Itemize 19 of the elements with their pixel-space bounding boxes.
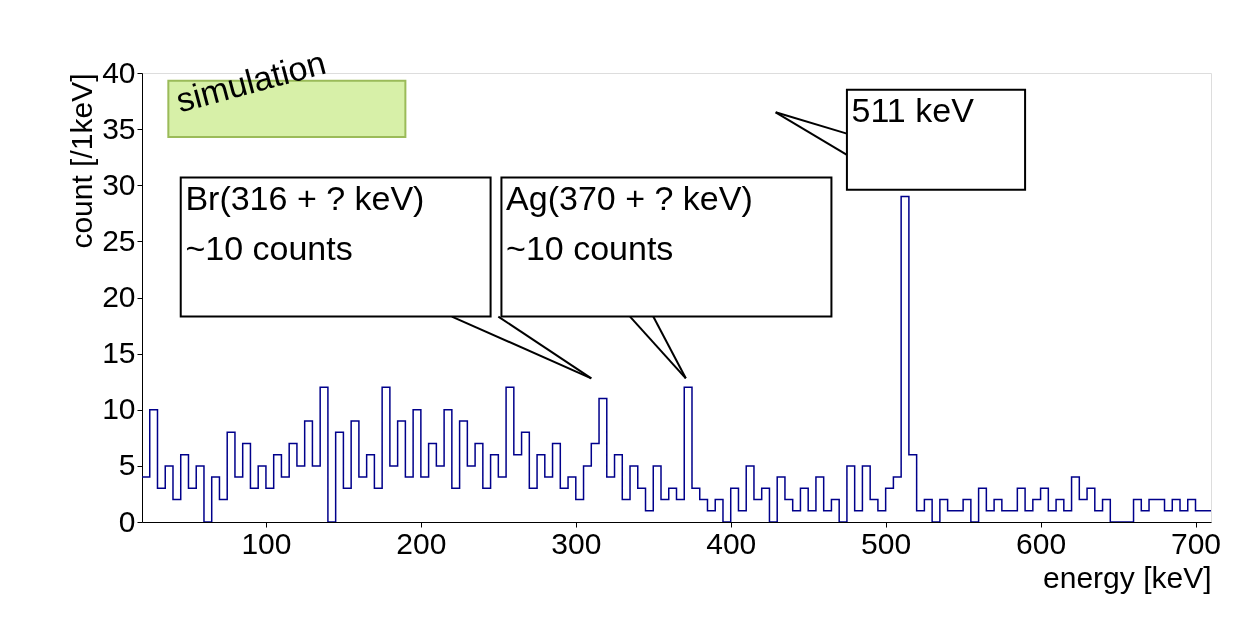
y-tick-label: 30 (102, 167, 136, 201)
x-tick-label: 200 (396, 526, 447, 560)
annotation: simulation (171, 42, 330, 120)
x-tick-label: 500 (861, 526, 912, 560)
x-tick-label: 300 (551, 526, 602, 560)
y-axis-title: count [/1keV] (65, 73, 99, 249)
y-tick-label: 10 (102, 392, 136, 426)
x-axis-title: energy [keV] (1043, 560, 1212, 594)
x-tick-label: 100 (241, 526, 292, 560)
x-tick-label: 700 (1170, 526, 1222, 560)
y-tick-label: 20 (102, 280, 136, 313)
x-tick-label: 600 (1016, 526, 1067, 560)
y-tick-label: 35 (102, 111, 136, 145)
y-tick-label: 25 (102, 223, 136, 257)
y-tick-label: 0 (118, 504, 136, 538)
y-tick-label: 15 (102, 336, 136, 370)
x-tick-label: 400 (706, 526, 757, 560)
y-tick-label: 40 (102, 55, 136, 89)
y-tick-label: 5 (118, 448, 136, 482)
